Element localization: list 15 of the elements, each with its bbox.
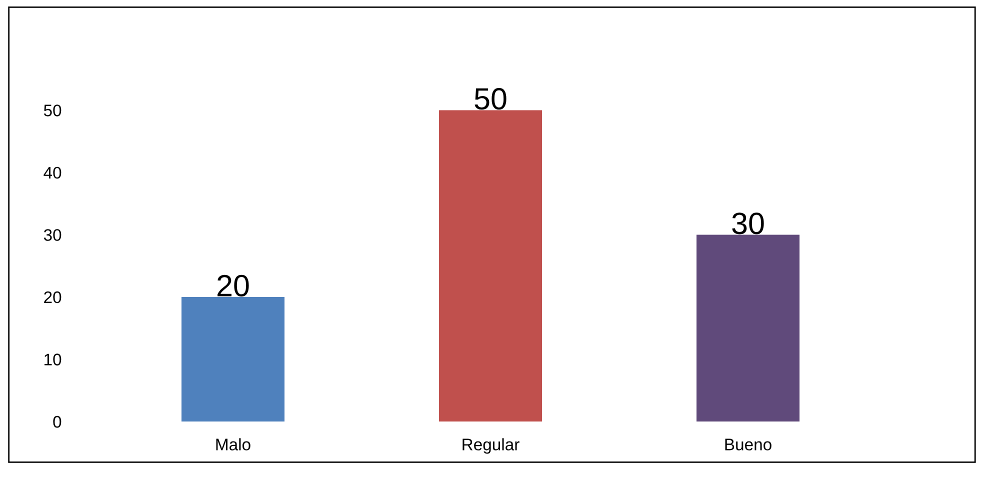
bar: [438, 110, 542, 422]
data-label: 50: [474, 88, 506, 110]
data-label: 30: [732, 212, 764, 234]
y-tick-label: 10: [44, 354, 62, 366]
y-tick-label: 30: [44, 229, 62, 241]
data-label: 20: [218, 274, 249, 296]
y-tick-label: 50: [44, 104, 62, 116]
bar: [696, 234, 800, 422]
bar: [181, 296, 284, 422]
x-tick-label: Bueno: [725, 438, 772, 450]
y-tick-label: 40: [44, 166, 62, 179]
y-tick-label: 0: [53, 416, 62, 428]
x-tick-label: Malo: [216, 438, 250, 450]
y-tick-label: 20: [44, 291, 62, 304]
x-tick-label: Regular: [462, 438, 520, 454]
